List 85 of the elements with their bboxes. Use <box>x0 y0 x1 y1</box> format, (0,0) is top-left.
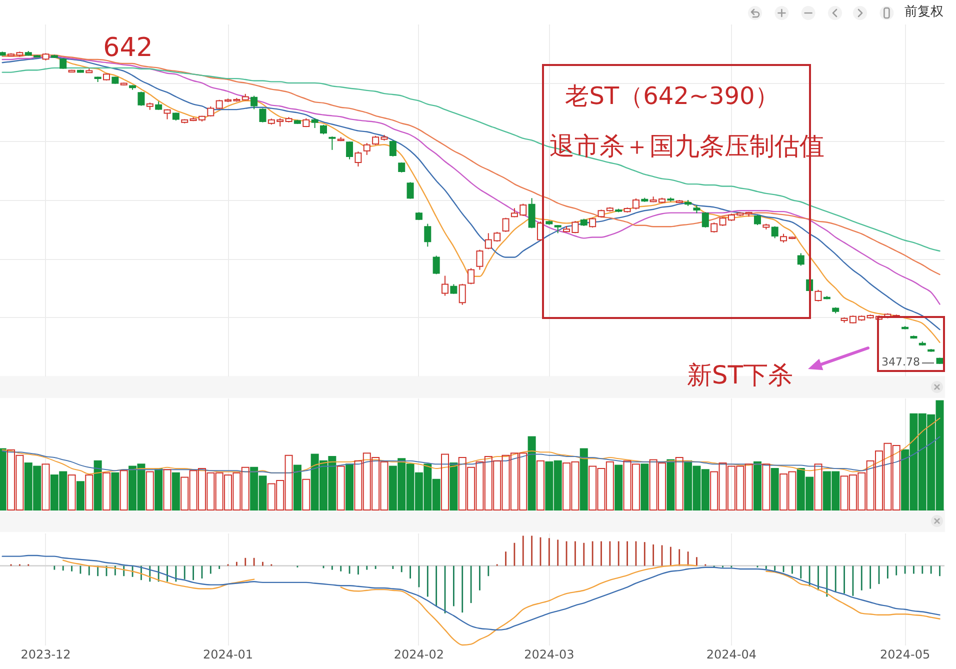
candlestick <box>528 198 536 229</box>
candlestick <box>137 91 144 106</box>
candlestick <box>450 284 457 294</box>
candlestick <box>363 142 370 156</box>
bar <box>909 413 918 510</box>
x-tick-label: 2024-05 <box>880 648 930 662</box>
bar <box>484 456 492 510</box>
x-tick-label: 2024-04 <box>706 648 756 662</box>
candlestick <box>346 140 353 160</box>
bar <box>189 470 197 510</box>
x-tick-label: 2024-01 <box>202 648 253 662</box>
candlestick <box>250 95 258 110</box>
bar <box>76 481 84 510</box>
candlestick <box>588 217 596 228</box>
annotation: 老ST（642~390） <box>565 82 779 111</box>
bar <box>154 468 162 510</box>
candlestick <box>754 214 761 226</box>
candlestick <box>476 249 483 270</box>
bar <box>406 464 414 510</box>
bar <box>596 468 605 510</box>
bar <box>614 464 622 510</box>
bar <box>753 461 762 510</box>
annotation: 新ST下杀 <box>686 360 794 390</box>
bar <box>554 460 562 510</box>
bar <box>110 472 119 510</box>
bar <box>267 483 276 510</box>
candlestick <box>814 289 822 302</box>
bar <box>926 414 935 510</box>
candlestick <box>797 252 804 266</box>
bar <box>310 454 319 510</box>
candlestick <box>258 108 266 123</box>
bar <box>770 468 779 510</box>
bar <box>50 474 58 510</box>
bar <box>528 436 536 510</box>
bar <box>345 464 354 510</box>
candlestick <box>59 58 66 70</box>
candlestick <box>328 136 336 150</box>
bar <box>206 472 214 510</box>
bar <box>466 466 475 510</box>
bar <box>250 466 258 510</box>
bar <box>640 464 648 510</box>
candlestick <box>432 255 440 275</box>
candlestick <box>389 140 396 157</box>
bar <box>580 448 588 510</box>
bar <box>501 454 510 510</box>
bar <box>423 464 432 510</box>
candlestick <box>441 275 448 296</box>
x-tick-label: 2024-02 <box>394 648 444 662</box>
annotation: 347.78 <box>882 356 920 370</box>
bar <box>857 472 866 510</box>
candlestick <box>458 283 466 306</box>
bar <box>388 466 397 510</box>
bar <box>718 462 726 510</box>
bar <box>874 450 883 510</box>
bar <box>172 472 180 510</box>
x-tick-label: 2024-03 <box>524 648 574 662</box>
bar <box>128 466 136 510</box>
bar <box>449 462 458 510</box>
bar <box>701 469 710 510</box>
bar <box>822 471 831 510</box>
bar <box>736 466 744 510</box>
bar <box>796 468 805 510</box>
candlestick <box>320 124 327 135</box>
text: 前复权 <box>904 4 944 20</box>
bar <box>840 476 848 510</box>
bar <box>94 460 102 510</box>
candlestick <box>502 217 509 232</box>
candlestick <box>163 108 170 120</box>
bar <box>328 456 336 510</box>
bar <box>362 452 371 510</box>
bar <box>232 472 240 510</box>
bar <box>684 460 692 510</box>
candlestick <box>424 223 431 248</box>
candlestick <box>702 212 709 228</box>
candlestick <box>710 222 718 234</box>
candlestick <box>406 182 414 200</box>
candlestick <box>467 268 474 285</box>
annotation: 642 <box>103 33 153 64</box>
bar <box>293 464 302 510</box>
candlestick <box>311 118 318 129</box>
bar <box>24 462 32 510</box>
x-tick-label: 2023-12 <box>20 648 70 662</box>
bar <box>666 459 674 510</box>
bar <box>892 445 900 510</box>
candlestick <box>354 150 362 168</box>
